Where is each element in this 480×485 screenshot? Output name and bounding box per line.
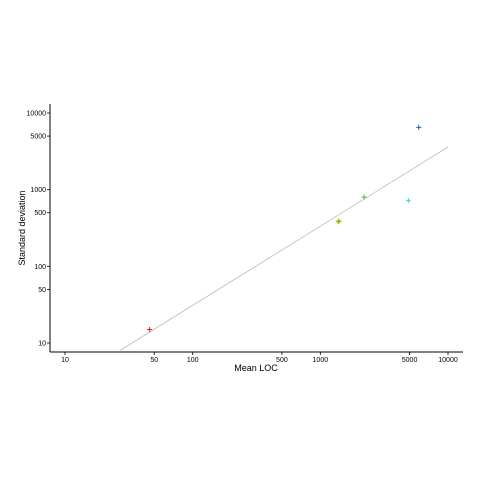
- x-tick-label: 10000: [438, 357, 458, 364]
- data-point: [335, 219, 341, 225]
- y-axis-title: Standard deviation: [17, 190, 27, 265]
- x-tick-label: 10: [61, 357, 69, 364]
- x-tick-label: 500: [276, 357, 288, 364]
- data-point: [405, 198, 411, 204]
- data-point: [147, 326, 153, 332]
- y-tick-label: 5000: [30, 134, 46, 141]
- y-tick-label: 10: [38, 341, 46, 348]
- data-point: [336, 218, 342, 224]
- x-tick-label: 1000: [313, 357, 329, 364]
- points-layer: [147, 124, 422, 332]
- data-point: [361, 194, 367, 200]
- y-tick-label: 1000: [30, 187, 46, 194]
- x-tick-label: 100: [187, 357, 199, 364]
- fit-line: [119, 146, 449, 351]
- x-tick-label: 5000: [402, 357, 418, 364]
- axes: 10 50 100 500 1000 5000 10000 10 50 100 500 1000 500…: [27, 104, 463, 364]
- x-axis-title: Mean LOC: [234, 363, 278, 373]
- y-tick-label: 50: [38, 287, 46, 294]
- y-tick-label: 10000: [27, 111, 47, 118]
- y-tick-label: 500: [34, 210, 46, 217]
- fit-line-layer: [119, 146, 449, 351]
- data-point: [416, 124, 422, 130]
- x-tick-label: 50: [150, 357, 158, 364]
- y-tick-label: 100: [34, 264, 46, 271]
